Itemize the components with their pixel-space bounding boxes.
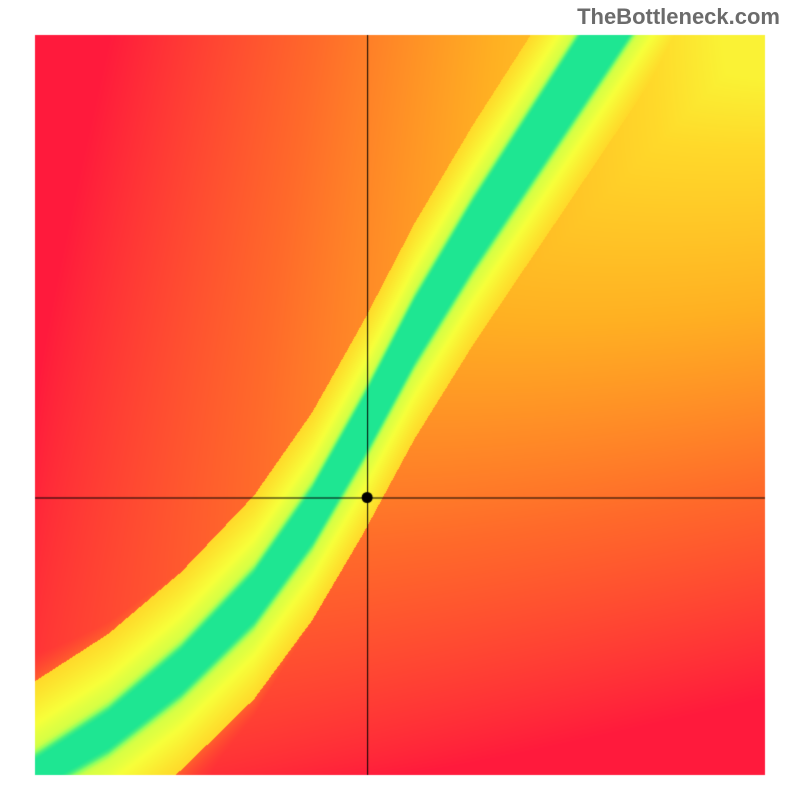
watermark-text: TheBottleneck.com [577,4,780,30]
chart-container: TheBottleneck.com [0,0,800,800]
heatmap-canvas [0,0,800,800]
